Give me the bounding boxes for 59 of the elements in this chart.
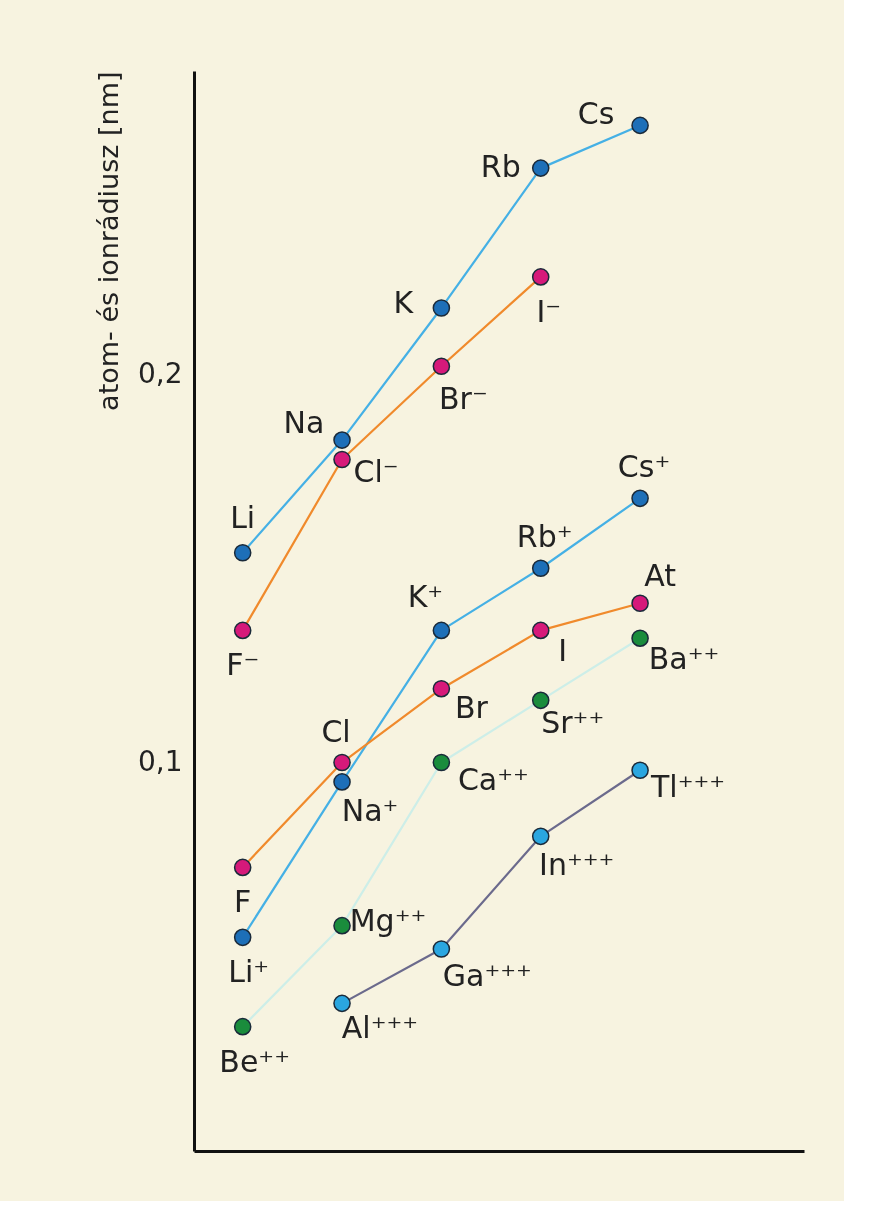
point bbox=[432, 753, 451, 772]
point bbox=[432, 299, 451, 317]
data-label: Al⁺⁺⁺ bbox=[341, 1010, 419, 1046]
data-label: Na⁺ bbox=[341, 792, 399, 828]
point bbox=[432, 679, 451, 698]
data-label: At bbox=[644, 558, 677, 594]
point bbox=[631, 594, 649, 613]
point bbox=[531, 559, 550, 578]
data-label: Rb bbox=[480, 149, 521, 185]
point bbox=[531, 159, 550, 177]
point bbox=[631, 116, 649, 135]
data-label: Li bbox=[230, 499, 256, 535]
point bbox=[333, 431, 351, 449]
point bbox=[233, 621, 252, 640]
data-label: Br⁻ bbox=[439, 381, 488, 417]
point bbox=[631, 761, 649, 780]
point bbox=[233, 1017, 252, 1036]
point bbox=[531, 827, 550, 846]
y-axis-title: atom- és ionrádiusz [nm] bbox=[92, 71, 124, 411]
point bbox=[333, 773, 351, 791]
point bbox=[333, 753, 351, 772]
point bbox=[432, 621, 451, 640]
data-label: Rb⁺ bbox=[516, 519, 573, 555]
data-label: Na bbox=[283, 405, 325, 441]
point bbox=[631, 489, 649, 508]
point bbox=[333, 450, 351, 469]
data-label: K⁺ bbox=[407, 579, 444, 615]
point bbox=[333, 916, 351, 935]
data-label: Cl bbox=[321, 713, 351, 749]
point bbox=[233, 928, 252, 947]
data-label: I bbox=[558, 633, 568, 669]
data-label: Ba⁺⁺ bbox=[648, 641, 720, 677]
point bbox=[432, 357, 451, 376]
data-label: Cs⁺ bbox=[617, 449, 671, 485]
point bbox=[531, 268, 550, 286]
data-label: In⁺⁺⁺ bbox=[539, 847, 615, 883]
point bbox=[333, 994, 351, 1013]
data-label: Sr⁺⁺ bbox=[541, 705, 605, 741]
data-label: F bbox=[234, 884, 252, 920]
data-label: Br bbox=[454, 689, 489, 725]
point bbox=[631, 629, 649, 647]
data-label: Tl⁺⁺⁺ bbox=[649, 769, 726, 805]
point bbox=[531, 621, 550, 640]
point bbox=[233, 858, 252, 877]
y-tick-label: 0,1 bbox=[137, 745, 183, 779]
point bbox=[432, 940, 451, 958]
data-label: Cs bbox=[577, 96, 615, 132]
data-label: Cl⁻ bbox=[353, 454, 399, 490]
y-tick-label: 0,2 bbox=[137, 356, 183, 390]
point bbox=[531, 691, 550, 710]
data-label: Ga⁺⁺⁺ bbox=[442, 957, 532, 993]
data-label: Be⁺⁺ bbox=[219, 1043, 291, 1079]
data-label: Ca⁺⁺ bbox=[457, 761, 529, 797]
data-label: K bbox=[393, 284, 415, 320]
data-label: F⁻ bbox=[226, 647, 260, 683]
data-label: Mg⁺⁺ bbox=[349, 902, 427, 938]
data-label: Li⁺ bbox=[228, 954, 270, 990]
point bbox=[233, 543, 252, 562]
data-label: I⁻ bbox=[536, 293, 562, 329]
